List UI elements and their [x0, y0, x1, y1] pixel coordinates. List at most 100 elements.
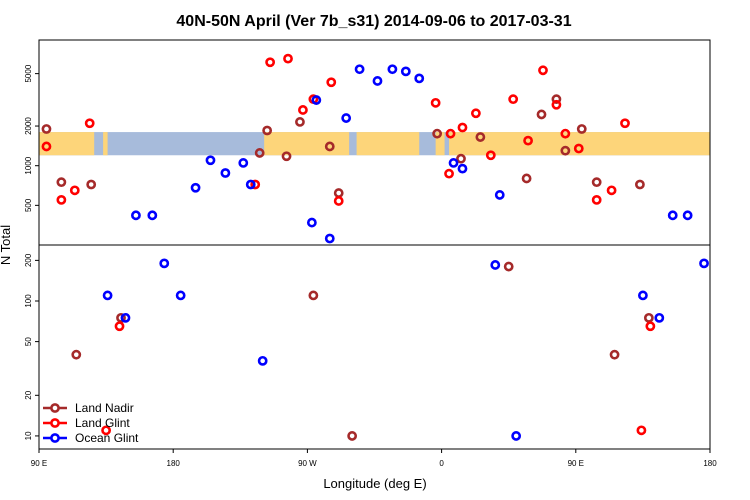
data-point [457, 122, 468, 133]
y-tick-label: 20 [24, 390, 33, 399]
series-land-glint [41, 53, 656, 436]
data-point [609, 349, 620, 360]
y-tick-label: 200 [24, 253, 33, 267]
data-point [257, 355, 268, 366]
data-point [265, 57, 276, 68]
data-point [324, 233, 335, 244]
data-point [536, 109, 547, 120]
data-point [470, 108, 481, 119]
data-point [560, 145, 571, 156]
data-point [400, 66, 411, 77]
data-point [101, 425, 111, 436]
data-point [41, 141, 52, 152]
data-point [333, 188, 344, 198]
x-tick-label: 90 E [568, 459, 584, 468]
data-point [538, 65, 548, 76]
data-point [485, 150, 496, 161]
data-point [238, 158, 249, 168]
data-point [636, 425, 647, 436]
data-point [551, 99, 562, 110]
legend-marker [50, 418, 60, 428]
legend-item: Ocean Glint [43, 431, 139, 445]
data-point [414, 73, 425, 84]
data-point [591, 194, 602, 205]
data-point [41, 124, 52, 134]
data-point [311, 95, 322, 105]
map-land [264, 132, 350, 156]
data-point [281, 151, 292, 162]
data-point [551, 94, 562, 105]
data-point [298, 105, 308, 115]
y-axis-label: N Total [0, 225, 13, 265]
world-map-strip [39, 132, 710, 156]
lower-y-axis: 10 20 50 100 200 [24, 253, 39, 440]
data-point [591, 177, 602, 188]
data-point [475, 132, 486, 142]
data-point [444, 168, 454, 179]
x-tick-label: 90 W [298, 459, 317, 468]
data-point [387, 64, 398, 75]
data-point [521, 173, 532, 184]
y-tick-label: 50 [24, 337, 33, 346]
data-point [457, 163, 468, 174]
map-land [435, 132, 445, 156]
data-point [645, 321, 656, 332]
data-point [560, 128, 571, 139]
legend-marker [50, 433, 60, 443]
y-tick-label: 2000 [24, 117, 33, 135]
data-point [254, 148, 265, 158]
x-tick-label: 180 [703, 459, 717, 468]
legend-label: Land Nadir [75, 401, 134, 415]
y-tick-label: 100 [24, 294, 33, 308]
data-point [220, 168, 231, 178]
series-ocean-glint [102, 64, 709, 441]
data-point [56, 194, 67, 205]
map-land [449, 132, 710, 156]
data-point [347, 431, 358, 441]
data-point [511, 431, 522, 441]
data-point [131, 210, 141, 221]
data-point [620, 118, 630, 129]
data-point [523, 135, 533, 146]
data-points [41, 53, 709, 441]
x-tick-label: 90 E [31, 459, 47, 468]
chart-title: 40N-50N April (Ver 7b_s31) 2014-09-06 to… [176, 13, 571, 30]
y-tick-label: 500 [24, 198, 33, 212]
data-point [324, 141, 335, 152]
data-point [635, 179, 645, 190]
map-land [356, 132, 420, 156]
data-point [147, 210, 158, 221]
data-point [699, 258, 709, 269]
data-point [445, 128, 456, 139]
data-point [326, 77, 337, 88]
data-point [190, 182, 201, 193]
x-axis: 90 E 180 90 W 0 90 E 180 [31, 449, 717, 468]
x-axis-label: Longitude (deg E) [323, 476, 426, 491]
data-point [69, 185, 80, 196]
data-point [606, 185, 617, 196]
data-point [490, 260, 501, 270]
y-tick-label: 5000 [24, 64, 33, 82]
upper-y-axis: 500 1000 2000 5000 [24, 64, 39, 212]
data-point [430, 97, 441, 108]
data-point [250, 179, 261, 190]
data-point [116, 312, 126, 323]
data-point [682, 210, 693, 221]
data-point [175, 290, 186, 301]
data-point [333, 196, 344, 206]
data-point [643, 312, 654, 323]
series-land-nadir [41, 94, 654, 441]
data-point [372, 76, 383, 86]
data-point [102, 290, 113, 301]
data-point [84, 118, 95, 129]
data-point [448, 158, 459, 168]
data-point [456, 153, 466, 164]
data-point [503, 261, 514, 272]
map-land [103, 132, 108, 156]
legend-item: Land Nadir [43, 401, 134, 415]
data-point [56, 177, 67, 188]
data-point [576, 124, 587, 134]
data-point [71, 349, 82, 360]
